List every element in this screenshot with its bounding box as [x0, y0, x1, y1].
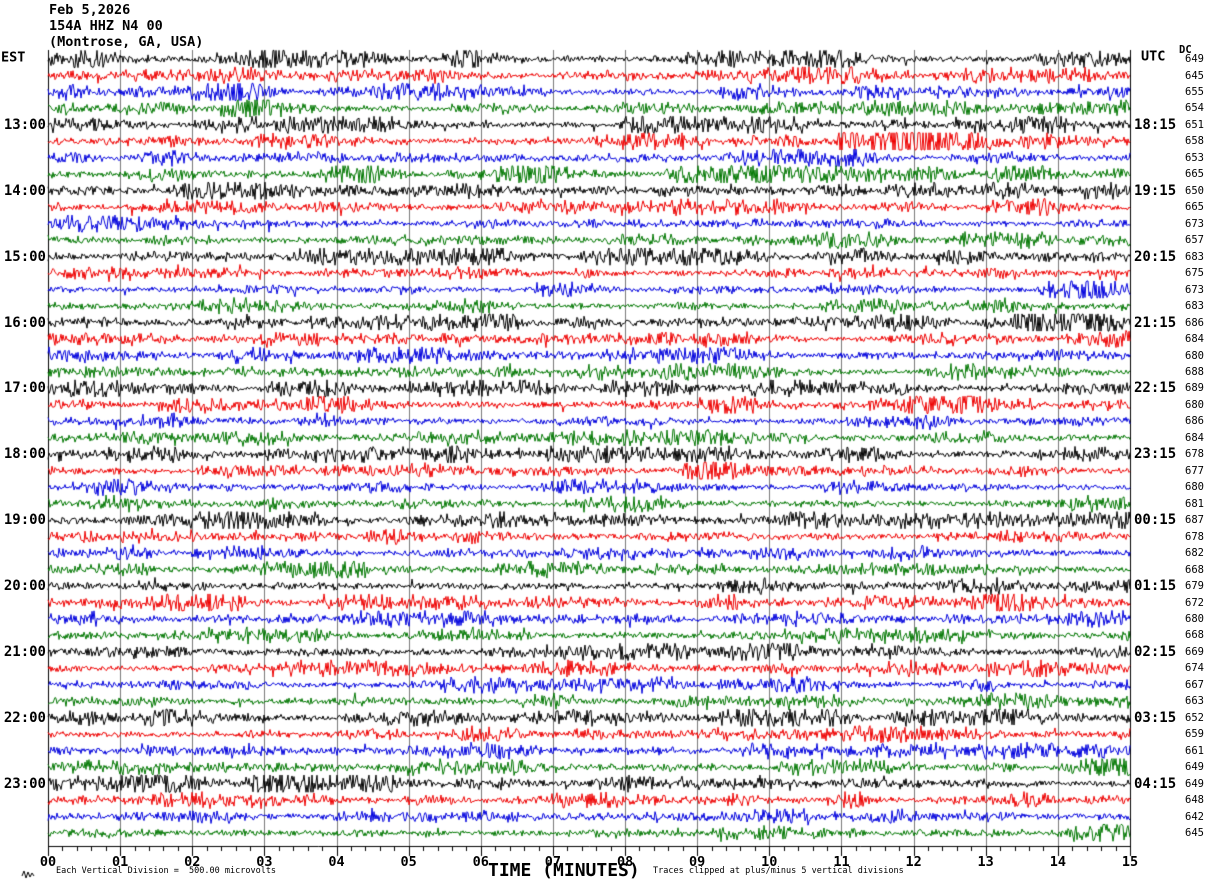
utc-hour-label: 22:15 [1134, 380, 1177, 397]
est-hour-label: 17:00 [3, 380, 46, 397]
dc-offset-value: 651 [1185, 118, 1204, 131]
x-axis-tick-label: 13 [977, 854, 994, 870]
dc-offset-value: 681 [1185, 497, 1204, 510]
x-axis-tick-label: 10 [761, 854, 778, 870]
dc-offset-value: 674 [1185, 662, 1204, 675]
dc-offset-value: 673 [1185, 283, 1204, 296]
dc-offset-value: 649 [1185, 52, 1204, 65]
x-axis-tick-label: 06 [472, 854, 489, 870]
dc-offset-value: 652 [1185, 711, 1204, 724]
est-hour-label: 13:00 [3, 116, 46, 133]
x-axis-tick-label: 14 [1049, 854, 1067, 870]
dc-offset-value: 645 [1185, 69, 1204, 82]
x-axis-tick-label: 11 [833, 854, 850, 870]
dc-offset-value: 669 [1185, 645, 1204, 658]
x-axis-tick-label: 08 [616, 854, 634, 870]
dc-offset-value: 658 [1185, 135, 1204, 148]
x-axis-tick-label: 05 [400, 854, 417, 870]
x-axis-tick-label: 07 [544, 854, 562, 870]
est-hour-label: 15:00 [3, 248, 46, 265]
dc-offset-value: 672 [1185, 596, 1204, 609]
x-axis-tick-label: 02 [184, 854, 201, 870]
date-label: Feb 5,2026 [49, 2, 131, 18]
dc-offset-value: 667 [1185, 678, 1204, 691]
dc-offset-value: 684 [1185, 332, 1204, 345]
dc-offset-value: 661 [1185, 744, 1204, 757]
est-hour-label: 19:00 [3, 512, 46, 529]
dc-offset-value: 680 [1185, 349, 1204, 362]
dc-offset-value: 673 [1185, 217, 1204, 230]
dc-offset-value: 663 [1185, 695, 1204, 708]
est-hour-label: 18:00 [3, 446, 46, 463]
dc-offset-value: 654 [1185, 102, 1204, 115]
utc-hour-label: 01:15 [1134, 578, 1177, 594]
dc-offset-value: 668 [1185, 629, 1204, 642]
dc-offset-value: 653 [1185, 151, 1204, 164]
dc-offset-value: 680 [1185, 398, 1204, 411]
est-hour-label: 20:00 [3, 578, 46, 594]
utc-hour-label: 00:15 [1134, 512, 1177, 529]
dc-offset-value: 659 [1185, 728, 1204, 741]
dc-offset-value: 687 [1185, 513, 1204, 526]
x-axis-tick-label: 03 [256, 854, 273, 870]
utc-hour-label: 19:15 [1134, 182, 1177, 199]
dc-offset-value: 675 [1185, 266, 1204, 279]
dc-offset-value: 680 [1185, 480, 1204, 493]
dc-offset-value: 665 [1185, 168, 1204, 181]
x-axis-tick-label: 04 [328, 854, 345, 870]
dc-offset-value: 683 [1185, 250, 1204, 263]
dc-offset-value: 682 [1185, 546, 1204, 559]
station-label: 154A HHZ N4 00 [49, 18, 163, 34]
dc-offset-value: 677 [1185, 464, 1204, 477]
x-axis-tick-label: 15 [1121, 854, 1139, 870]
dc-offset-value: 649 [1185, 760, 1204, 773]
utc-hour-label: 02:15 [1134, 643, 1177, 660]
dc-offset-value: 684 [1185, 431, 1204, 444]
x-axis-tick-label: 00 [39, 854, 57, 870]
utc-hour-label: 23:15 [1134, 446, 1177, 463]
dc-offset-value: 680 [1185, 612, 1204, 625]
dc-offset-value: 649 [1185, 777, 1204, 790]
dc-offset-header-label: DC [1179, 44, 1192, 56]
utc-hour-label: 20:15 [1134, 248, 1177, 265]
dc-offset-value: 648 [1185, 793, 1204, 806]
dc-offset-value: 678 [1185, 530, 1204, 543]
dc-offset-value: 655 [1185, 85, 1204, 98]
dc-offset-value: 686 [1185, 415, 1204, 428]
utc-hour-label: 21:15 [1134, 314, 1177, 331]
est-hour-label: 23:00 [3, 775, 46, 792]
dc-offset-value: 683 [1185, 299, 1204, 312]
dc-offset-value: 678 [1185, 448, 1204, 461]
clipping-note: Traces clipped at plus/minus 5 vertical … [653, 866, 904, 876]
dc-offset-value: 679 [1185, 579, 1204, 592]
est-hour-label: 16:00 [3, 314, 46, 331]
left-timezone-label: EST [1, 49, 26, 66]
dc-offset-value: 645 [1185, 826, 1204, 839]
utc-hour-label: 18:15 [1134, 116, 1177, 133]
x-axis-tick-label: 09 [689, 854, 706, 870]
est-hour-label: 14:00 [3, 182, 46, 199]
x-axis-tick-label: 12 [905, 854, 922, 870]
est-hour-label: 22:00 [3, 709, 46, 726]
dc-offset-value: 689 [1185, 382, 1204, 395]
est-hour-label: 21:00 [3, 643, 46, 660]
location-label: (Montrose, GA, USA) [49, 34, 204, 50]
vertical-scale-note: Each Vertical Division = 500.00 microvol… [56, 866, 277, 876]
right-timezone-label: UTC [1141, 48, 1166, 65]
utc-hour-label: 03:15 [1134, 709, 1177, 726]
x-axis-title: TIME (MINUTES) [488, 860, 640, 881]
dc-offset-value: 686 [1185, 316, 1204, 329]
dc-offset-value: 665 [1185, 200, 1204, 213]
x-axis-tick-label: 01 [111, 854, 129, 870]
dc-offset-value: 642 [1185, 810, 1204, 823]
utc-hour-label: 04:15 [1134, 775, 1177, 792]
dc-offset-value: 668 [1185, 563, 1204, 576]
dc-offset-value: 657 [1185, 233, 1204, 246]
dc-offset-value: 650 [1185, 184, 1204, 197]
dc-offset-value: 688 [1185, 365, 1204, 378]
